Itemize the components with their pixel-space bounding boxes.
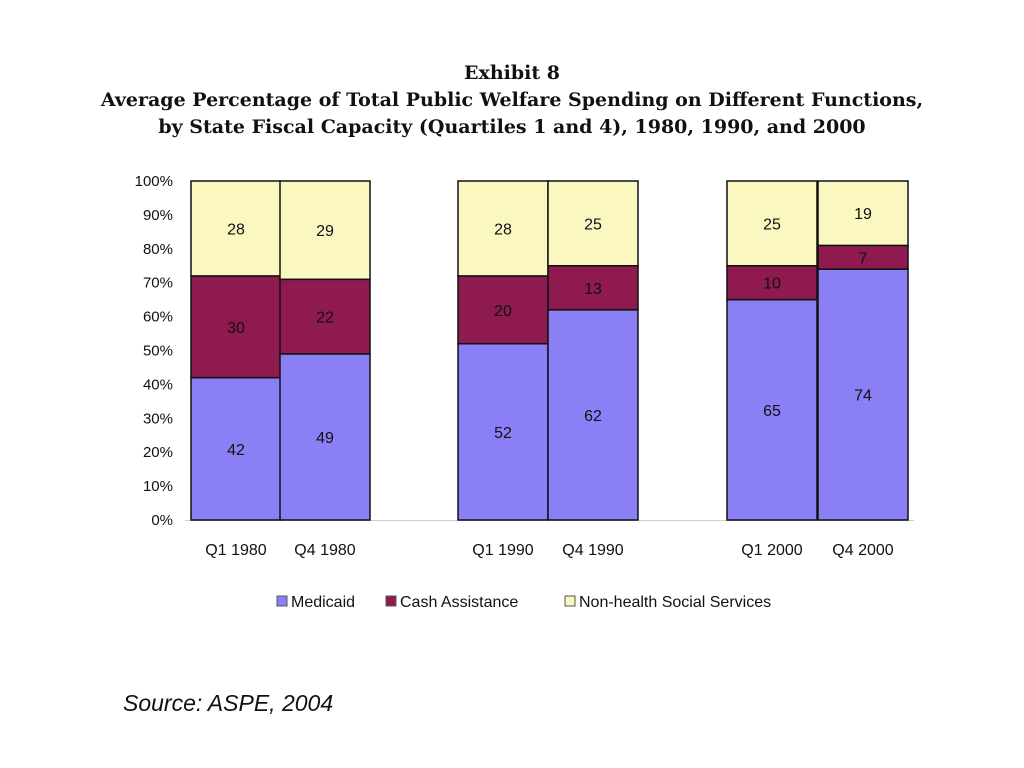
exhibit-label: Exhibit 8 xyxy=(464,62,560,84)
chart-title-line-1: Average Percentage of Total Public Welfa… xyxy=(100,89,924,111)
data-label: 28 xyxy=(494,221,512,238)
category-label: Q1 1990 xyxy=(472,542,533,559)
data-label: 13 xyxy=(584,281,602,298)
bar-segment xyxy=(547,309,639,521)
bar-segment xyxy=(457,342,549,521)
data-label: 22 xyxy=(316,310,334,327)
data-label: 30 xyxy=(227,320,245,337)
bar-segment xyxy=(817,180,909,247)
y-tick-label: 10% xyxy=(143,478,173,495)
data-label: 28 xyxy=(227,221,245,238)
bar-segment xyxy=(726,180,818,267)
bar-segment xyxy=(547,265,639,311)
data-label: 65 xyxy=(763,403,781,420)
category-label: Q4 2000 xyxy=(832,542,893,559)
legend-swatch xyxy=(564,595,576,607)
bar-segment xyxy=(279,180,371,281)
chart-title-line-2: by State Fiscal Capacity (Quartiles 1 an… xyxy=(158,116,866,138)
category-label: Q1 1980 xyxy=(205,542,266,559)
data-label: 25 xyxy=(763,216,781,233)
data-label: 19 xyxy=(854,206,872,223)
y-tick-label: 60% xyxy=(143,309,173,326)
data-label: 74 xyxy=(854,388,872,405)
bar-segment xyxy=(279,278,371,355)
chart-title-block: Exhibit 8 Average Percentage of Total Pu… xyxy=(0,60,1024,141)
y-tick-label: 40% xyxy=(143,376,173,393)
y-tick-label: 90% xyxy=(143,207,173,224)
data-label: 42 xyxy=(227,442,245,459)
data-label: 29 xyxy=(316,223,334,240)
data-label: 25 xyxy=(584,216,602,233)
bar-segment xyxy=(547,180,639,267)
category-label: Q4 1980 xyxy=(294,542,355,559)
legend-label: Non-health Social Services xyxy=(579,594,771,611)
data-label: 7 xyxy=(859,250,868,267)
source-note: Source: ASPE, 2004 xyxy=(123,690,334,716)
bar-segment xyxy=(726,265,818,301)
y-tick-label: 50% xyxy=(143,343,173,360)
y-tick-label: 0% xyxy=(151,512,173,529)
data-label: 62 xyxy=(584,408,602,425)
legend-label: Cash Assistance xyxy=(400,594,518,611)
bar-segment xyxy=(726,298,818,521)
data-label: 20 xyxy=(494,303,512,320)
data-label: 52 xyxy=(494,425,512,442)
y-tick-label: 20% xyxy=(143,444,173,461)
bar-segment xyxy=(190,376,282,521)
bar-segment xyxy=(457,180,549,277)
bar-segment xyxy=(817,268,909,521)
y-tick-label: 80% xyxy=(143,241,173,258)
y-tick-label: 70% xyxy=(143,275,173,292)
data-label: 49 xyxy=(316,430,334,447)
data-label: 10 xyxy=(763,276,781,293)
y-tick-label: 30% xyxy=(143,410,173,427)
bar-segment xyxy=(457,275,549,345)
y-tick-label: 100% xyxy=(135,173,173,190)
category-label: Q1 2000 xyxy=(741,542,802,559)
legend-swatch xyxy=(276,595,288,607)
legend-label: Medicaid xyxy=(291,594,355,611)
category-label: Q4 1990 xyxy=(562,542,623,559)
legend-swatch xyxy=(385,595,397,607)
